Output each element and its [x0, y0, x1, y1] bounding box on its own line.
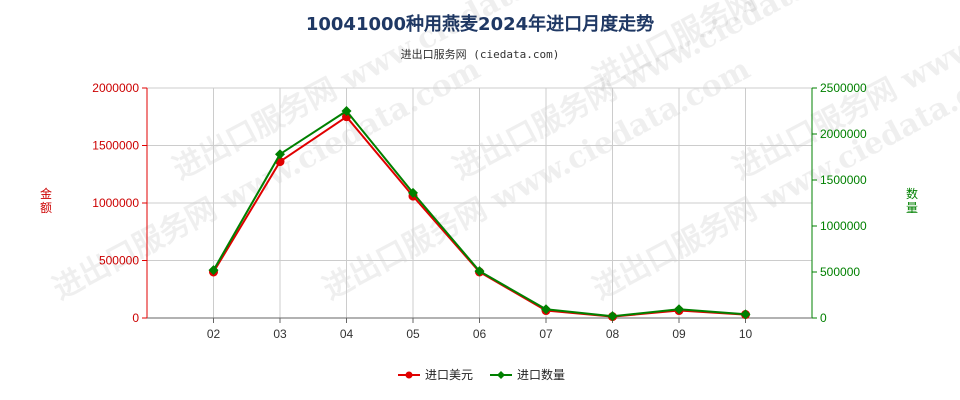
- legend-marker-1: [405, 371, 413, 379]
- series-2-point: [341, 106, 352, 116]
- y-tick-right-label: 2000000: [820, 127, 867, 141]
- series-2-point: [674, 304, 684, 315]
- series-2-point: [740, 309, 751, 320]
- series-2-point: [275, 149, 285, 160]
- x-tick-label: 09: [672, 327, 686, 341]
- series-2-point: [474, 266, 485, 277]
- chart-title: 10041000种用燕麦2024年进口月度走势: [305, 14, 655, 35]
- y-axis-left-title: 金额: [40, 186, 52, 215]
- x-tick-label: 03: [273, 327, 287, 341]
- chart-subtitle: 进出口服务网 (ciedata.com): [400, 48, 560, 61]
- y-tick-right-label: 2500000: [820, 81, 867, 95]
- x-tick-label: 05: [406, 327, 420, 341]
- y-axis-right-title: 数量: [906, 186, 918, 215]
- legend-label-1: 进口美元: [425, 368, 473, 382]
- y-tick-left-label: 0: [132, 311, 139, 325]
- y-tick-left-label: 1000000: [92, 196, 139, 210]
- x-tick-label: 08: [606, 327, 620, 341]
- legend-label-2: 进口数量: [517, 367, 565, 382]
- x-tick-label: 07: [539, 327, 553, 341]
- x-tick-label: 02: [207, 327, 221, 341]
- y-tick-left-label: 1500000: [92, 139, 139, 153]
- y-tick-right-label: 1500000: [820, 173, 867, 187]
- x-tick-label: 10: [739, 327, 753, 341]
- x-tick-label: 04: [340, 327, 354, 341]
- watermark-text: 进出口服务网 www.ciedata.com: [317, 52, 756, 308]
- legend-marker-2: [497, 371, 505, 379]
- series-2-point: [607, 311, 618, 322]
- series-2-point: [541, 304, 551, 315]
- series-2-point: [408, 187, 418, 198]
- y-tick-left-label: 500000: [99, 254, 139, 268]
- series-2-point: [208, 265, 219, 276]
- y-tick-right-label: 1000000: [820, 219, 867, 233]
- y-tick-right-label: 500000: [820, 265, 860, 279]
- x-tick-label: 06: [473, 327, 487, 341]
- y-tick-left-label: 2000000: [92, 81, 139, 95]
- y-tick-right-label: 0: [820, 311, 827, 325]
